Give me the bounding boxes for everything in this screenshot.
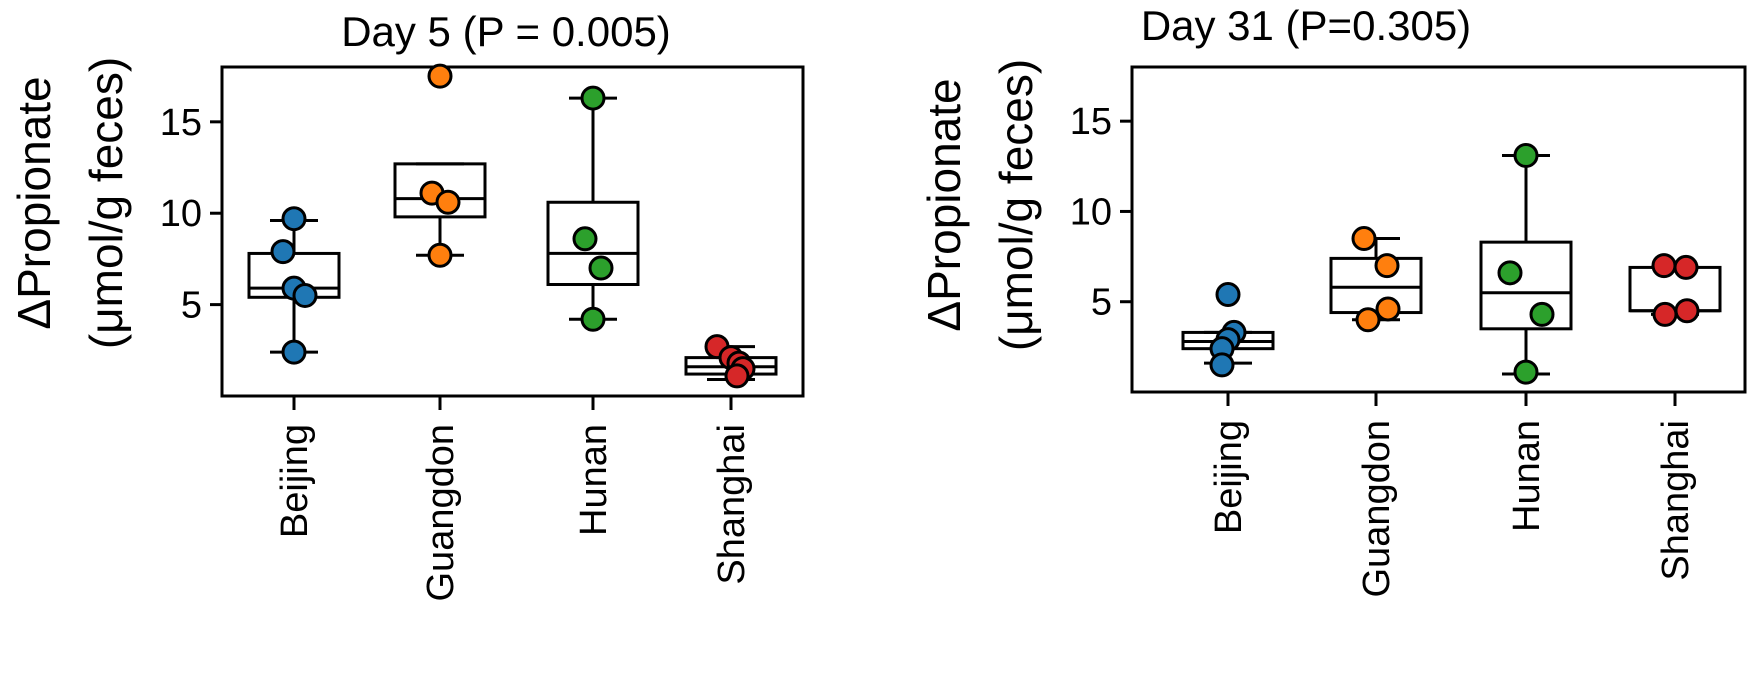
x-category-label: Hunan	[573, 424, 615, 536]
data-point	[1673, 254, 1699, 280]
plot-frame	[220, 65, 805, 398]
data-point	[724, 363, 750, 389]
data-point	[580, 85, 606, 111]
x-category-label: Guangdon	[1356, 420, 1398, 598]
panel-day5: Day 5 (P = 0.005) ΔPropionate (μmol/g fe…	[8, 8, 805, 602]
x-category-label: Beijing	[274, 424, 316, 538]
data-point	[281, 339, 307, 365]
x-category-label: Shanghai	[1655, 420, 1697, 581]
data-point	[1355, 307, 1381, 333]
box-iqr	[393, 162, 487, 219]
y-tick-label: 15	[160, 102, 202, 144]
panel-2-title: Day 31 (P=0.305)	[1141, 2, 1471, 49]
box-iqr	[1479, 240, 1573, 331]
panel-2-ylabel-line2: (μmol/g feces)	[990, 59, 1042, 351]
panel-1-ylabel-line2: (μmol/g feces)	[80, 57, 132, 349]
panel-1-ylabel-line1: ΔPropionate	[8, 76, 60, 329]
data-point	[1651, 253, 1677, 279]
y-tick-label: 5	[1091, 282, 1112, 324]
panel-2-ylabel-line1: ΔPropionate	[918, 78, 970, 331]
panel-1-plot: 5 10 15 Beijing Guangdon Hunan Shanghai	[160, 63, 805, 602]
data-point	[1674, 298, 1700, 324]
box-iqr	[546, 200, 640, 287]
x-category-label: Guangdon	[420, 424, 462, 602]
x-category-label: Hunan	[1506, 420, 1548, 532]
data-point	[1374, 253, 1400, 279]
data-point	[292, 282, 318, 308]
data-point	[1529, 301, 1555, 327]
data-point	[1513, 142, 1539, 168]
data-point	[588, 255, 614, 281]
data-point	[427, 242, 453, 268]
data-point	[1497, 260, 1523, 286]
data-point	[1375, 296, 1401, 322]
data-point	[1513, 359, 1539, 385]
data-point	[281, 206, 307, 232]
panel-1-title: Day 5 (P = 0.005)	[341, 8, 671, 55]
y-tick-label: 10	[160, 193, 202, 235]
data-point	[435, 189, 461, 215]
y-tick-label: 5	[181, 285, 202, 327]
box-iqr	[1628, 265, 1722, 313]
data-point	[270, 239, 296, 265]
data-point	[1209, 352, 1235, 378]
panel-day31: Day 31 (P=0.305) ΔPropionate (μmol/g fec…	[918, 2, 1747, 598]
data-point	[1215, 282, 1241, 307]
y-tick-label: 15	[1070, 101, 1112, 143]
y-tick-label: 10	[1070, 191, 1112, 233]
data-point	[427, 63, 453, 89]
x-category-label: Beijing	[1208, 420, 1250, 534]
data-point	[1351, 226, 1377, 252]
panel-2-plot: 5 10 15 Beijing Guangdon Hunan Shanghai	[1070, 65, 1747, 598]
plot-frame	[1130, 65, 1747, 394]
data-point	[580, 306, 606, 332]
data-point	[572, 226, 598, 252]
data-point	[1652, 301, 1678, 327]
x-category-label: Shanghai	[711, 424, 753, 585]
